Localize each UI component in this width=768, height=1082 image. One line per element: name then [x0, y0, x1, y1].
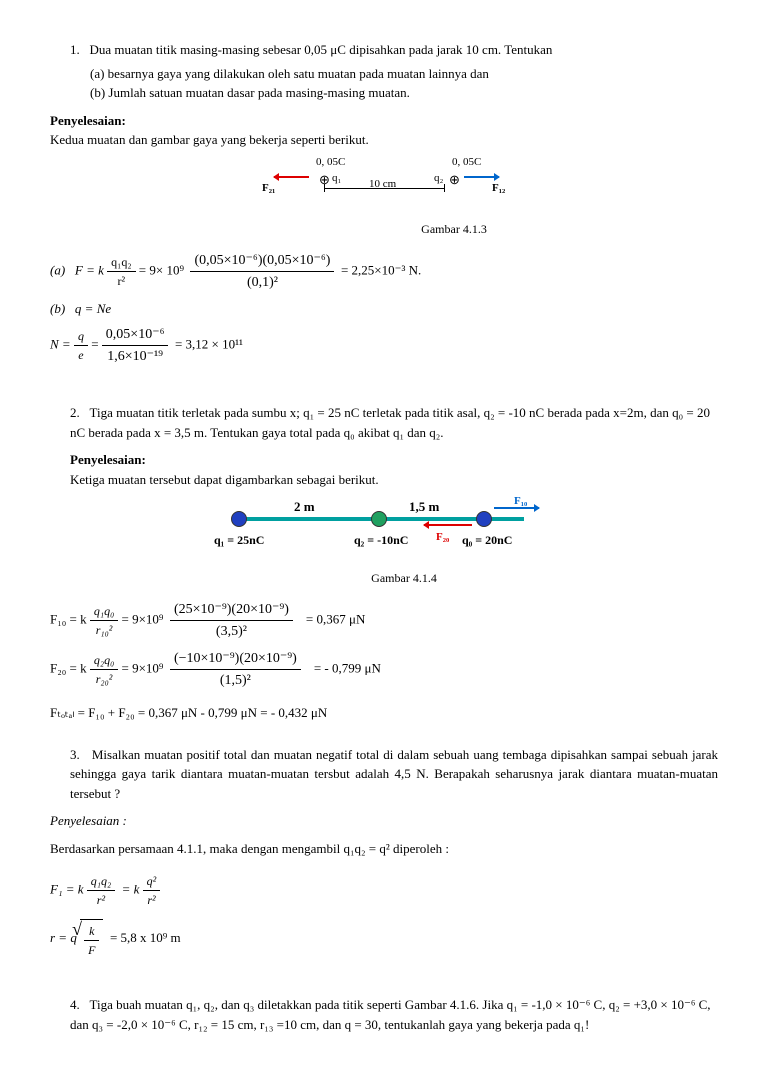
equation-a: (a) F = k q₁q₂r² = 9× 10⁹ (0,05×10⁻⁶)(0,… — [50, 250, 718, 293]
problem-text: Misalkan muatan positif total dan muatan… — [70, 747, 718, 801]
equation-f10: F₁₀ = k q₁q₀r₁₀² = 9×10⁹ (25×10⁻⁹)(20×10… — [50, 599, 718, 642]
force-label: F₁₀ — [514, 493, 527, 510]
force-label: F₂₀ — [436, 529, 449, 546]
eq-result: = 0,367 μN — [306, 611, 365, 626]
equation-3-2: r = q √ kF = 5,8 x 10⁹ m — [50, 919, 718, 959]
eq-mid: = 9× 10⁹ — [139, 262, 184, 277]
eq-lhs: F₂₀ = k — [50, 660, 87, 675]
frac-den: (1,5)² — [170, 670, 301, 691]
charge-label: q₂ = -10nC — [354, 531, 408, 549]
problem-2: 2. Tiga muatan titik terletak pada sumbu… — [50, 403, 718, 442]
eq-result: = 3,12 × 10¹¹ — [175, 336, 243, 351]
frac-num: q — [74, 327, 88, 346]
problem-1-statement: 1. Dua muatan titik masing-masing sebesa… — [70, 40, 718, 103]
charge-label: q₁ = 25nC — [214, 531, 264, 549]
frac-den: r² — [107, 272, 135, 290]
distance-label: 2 m — [294, 497, 315, 517]
eq-result: = - 0,799 μN — [314, 660, 381, 675]
frac-den: (3,5)² — [170, 621, 293, 642]
eq-result: = 2,25×10⁻³ N. — [341, 262, 421, 277]
problem-3-statement: 3. Misalkan muatan positif total dan mua… — [70, 745, 718, 804]
equation-f20: F₂₀ = k q₂q₀r₂₀² = 9×10⁹ (−10×10⁻⁹)(20×1… — [50, 648, 718, 691]
charge-label: 0, 05C — [452, 154, 481, 171]
frac-den: r² — [143, 891, 161, 909]
frac-num: k — [84, 922, 99, 941]
eq-prefix: (b) — [50, 301, 65, 316]
problem-4-statement: 4. Tiga buah muatan q₁, q₂, dan q₃ dilet… — [70, 995, 718, 1034]
charge-label: 0, 05C — [316, 154, 345, 171]
solution-heading: Penyelesaian: — [70, 450, 718, 470]
problem-number: 4. — [70, 997, 80, 1012]
eq-lhs: N = — [50, 336, 71, 351]
eq-mid: = k — [122, 881, 140, 896]
frac-den: (0,1)² — [190, 272, 334, 293]
problem-text: Dua muatan titik masing-masing sebesar 0… — [90, 42, 553, 57]
eq-result: = 5,8 x 10⁹ m — [110, 930, 181, 945]
eq-lhs: F = k — [75, 262, 104, 277]
solution-heading: Penyelesaian: — [50, 111, 718, 131]
problem-3: 3. Misalkan muatan positif total dan mua… — [50, 745, 718, 804]
frac-num: q² — [143, 872, 161, 891]
charge-label: q₀ = 20nC — [462, 531, 512, 549]
eq-text: q = Ne — [75, 301, 111, 316]
frac-num: q₁q₂ — [87, 872, 115, 891]
charge-icon — [231, 511, 247, 527]
frac-num: (25×10⁻⁹)(20×10⁻⁹) — [170, 599, 293, 621]
eq-prefix: (a) — [50, 262, 65, 277]
eq-lhs: F₁₀ = k — [50, 611, 87, 626]
problem-number: 1. — [70, 42, 80, 57]
eq-lhs: F₁ = k — [50, 881, 84, 896]
sub-a: (a) besarnya gaya yang dilakukan oleh sa… — [90, 64, 718, 84]
figure-caption: Gambar 4.1.4 — [50, 569, 718, 587]
charge-label: q₁ — [332, 170, 341, 187]
frac-den: r₂₀² — [90, 670, 118, 688]
solution-intro: Kedua muatan dan gambar gaya yang bekerj… — [50, 130, 718, 150]
charge-icon: ⊕ — [449, 170, 460, 190]
frac-den: 1,6×10⁻¹⁹ — [102, 346, 169, 367]
problem-number: 3. — [70, 747, 80, 762]
distance-label: 1,5 m — [409, 497, 439, 517]
force-arrow — [464, 176, 499, 178]
problem-4: 4. Tiga buah muatan q₁, q₂, dan q₃ dilet… — [50, 995, 718, 1034]
force-arrow — [274, 176, 309, 178]
equation-b1: (b) q = Ne — [50, 299, 718, 319]
figure-414: 2 m 1,5 m q₁ = 25nC q₂ = -10nC q₀ = 20nC… — [50, 499, 718, 559]
figure-413: 0, 05C 0, 05C F₂₁ ⊕ q₁ 10 cm q₂ ⊕ F₁₂ — [50, 160, 718, 210]
solution-intro: Berdasarkan persamaan 4.1.1, maka dengan… — [50, 839, 718, 859]
charge-icon — [476, 511, 492, 527]
force-label: F₁₂ — [492, 180, 505, 197]
frac-num: (−10×10⁻⁹)(20×10⁻⁹) — [170, 648, 301, 670]
equation-3-1: F₁ = k q₁q₂r² = k q²r² — [50, 872, 718, 909]
equation-ftotal: Fₜₒₜₐₗ = F₁₀ + F₂₀ = 0,367 μN - 0,799 μN… — [50, 703, 718, 723]
frac-den: e — [74, 346, 88, 364]
eq-eq: = — [91, 336, 98, 351]
frac-num: 0,05×10⁻⁶ — [102, 324, 169, 346]
eq-mid: = 9×10⁹ — [121, 660, 163, 675]
frac-den: F — [84, 941, 99, 959]
frac-num: q₁q₂ — [107, 253, 135, 272]
equation-b2: N = qe = 0,05×10⁻⁶1,6×10⁻¹⁹ = 3,12 × 10¹… — [50, 324, 718, 367]
tick — [324, 184, 325, 192]
distance-label: 10 cm — [369, 176, 396, 193]
figure-caption: Gambar 4.1.3 — [50, 220, 718, 238]
solution-intro: Ketiga muatan tersebut dapat digambarkan… — [70, 470, 718, 490]
tick — [444, 184, 445, 192]
frac-num: q₂q₀ — [90, 651, 118, 670]
charge-label: q₂ — [434, 170, 443, 187]
charge-icon — [371, 511, 387, 527]
problem-2-statement: 2. Tiga muatan titik terletak pada sumbu… — [70, 403, 718, 442]
sub-b: (b) Jumlah satuan muatan dasar pada masi… — [90, 83, 718, 103]
solution-heading: Penyelesaian : — [50, 811, 718, 831]
problem-number: 2. — [70, 405, 80, 420]
force-label: F₂₁ — [262, 180, 275, 197]
problem-1: 1. Dua muatan titik masing-masing sebesa… — [50, 40, 718, 103]
frac-num: q₁q₀ — [90, 602, 118, 621]
problem-text: Tiga muatan titik terletak pada sumbu x;… — [70, 405, 710, 440]
frac-den: r₁₀² — [90, 621, 118, 639]
frac-num: (0,05×10⁻⁶)(0,05×10⁻⁶) — [190, 250, 334, 272]
frac-den: r² — [87, 891, 115, 909]
force-arrow — [424, 524, 472, 526]
eq-mid: = 9×10⁹ — [121, 611, 163, 626]
problem-text: Tiga buah muatan q₁, q₂, dan q₃ diletakk… — [70, 997, 711, 1032]
